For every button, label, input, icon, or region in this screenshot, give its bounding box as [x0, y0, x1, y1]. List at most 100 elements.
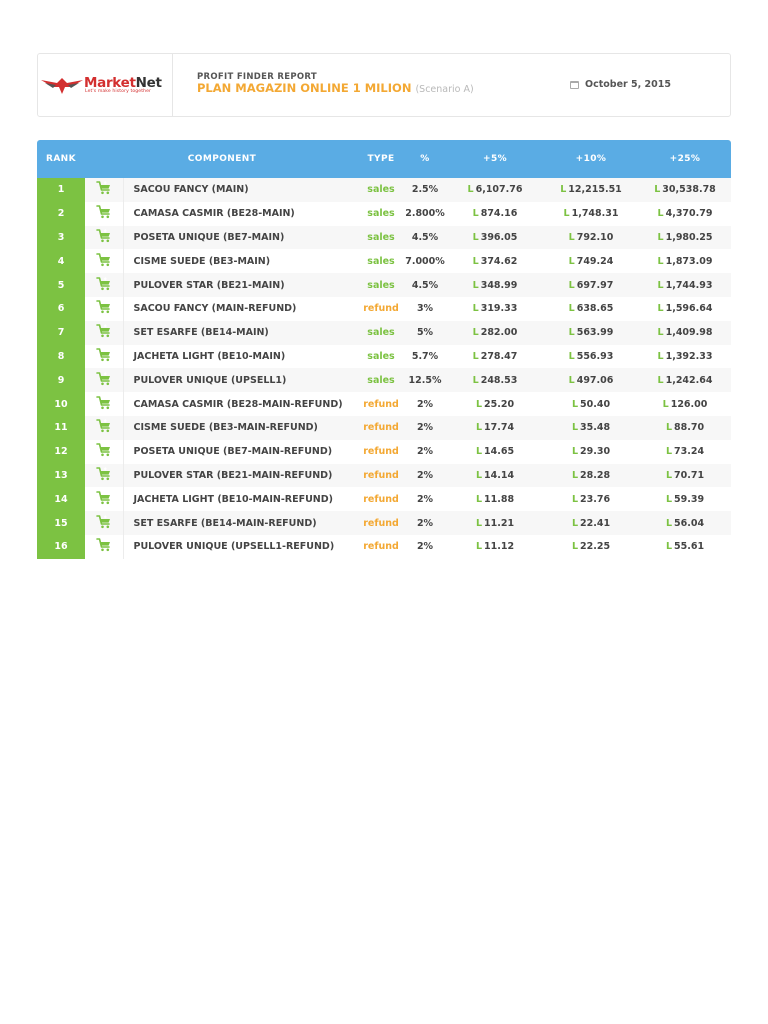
- plus5-cell: L 17.74: [447, 415, 544, 440]
- table-row: 13 PULOVER STAR (BE21-MAIN-REFUND) refund 2…: [37, 463, 732, 488]
- plus10-value: 29.30: [580, 446, 611, 458]
- cart-add-icon[interactable]: [85, 273, 124, 297]
- table-header-row: RANK COMPONENT TYPE % +5% +10% +25%: [37, 140, 732, 178]
- percent-cell: 2.800%: [403, 201, 448, 226]
- plus10-cell: L 28.28: [543, 463, 640, 488]
- currency-symbol: L: [657, 303, 664, 315]
- plus25-cell: L 56.04: [639, 511, 732, 535]
- plus10-cell: L 556.93: [543, 344, 640, 369]
- plus10-cell: L 563.99: [543, 320, 640, 345]
- plus5-value: 874.16: [480, 208, 518, 220]
- currency-symbol: L: [568, 303, 575, 315]
- cart-add-icon[interactable]: [85, 511, 124, 535]
- currency-symbol: L: [571, 422, 579, 434]
- currency-symbol: L: [571, 541, 579, 553]
- table-row: 10 CAMASA CASMIR (BE28-MAIN-REFUND) refund…: [37, 392, 732, 416]
- component-cell: PULOVER UNIQUE (UPSELL1): [123, 368, 360, 393]
- type-cell: sales: [359, 178, 404, 202]
- currency-symbol: L: [472, 208, 479, 220]
- type-cell: sales: [359, 201, 404, 226]
- currency-symbol: L: [472, 327, 479, 339]
- cart-add-icon[interactable]: [85, 534, 124, 559]
- eagle-logo-icon: [41, 78, 83, 94]
- currency-symbol: L: [475, 446, 483, 458]
- plus10-value: 35.48: [580, 422, 611, 434]
- cart-add-icon[interactable]: [85, 415, 124, 440]
- cart-add-icon[interactable]: [85, 344, 124, 369]
- report-date-text: October 5, 2015: [585, 79, 671, 90]
- plus5-cell: L 396.05: [447, 225, 544, 250]
- currency-symbol: L: [571, 493, 579, 505]
- plus25-cell: L 70.71: [639, 463, 732, 488]
- rank-cell: 6: [37, 296, 85, 321]
- plus5-cell: L 11.88: [447, 487, 544, 512]
- table-row: 9 PULOVER UNIQUE (UPSELL1) sales 12.5% L 248.…: [37, 368, 732, 393]
- plus10-value: 12,215.51: [568, 184, 622, 196]
- plus25-value: 126.00: [670, 398, 708, 410]
- rank-cell: 13: [37, 463, 85, 488]
- currency-symbol: L: [472, 255, 479, 267]
- component-cell: PULOVER STAR (BE21-MAIN-REFUND): [123, 463, 360, 488]
- logo-tagline: Let's make history together: [85, 89, 152, 94]
- table-row: 8 JACHETA LIGHT (BE10-MAIN) sales 5.7% L 278.…: [37, 344, 732, 369]
- component-cell: SET ESARFE (BE14-MAIN): [123, 320, 360, 345]
- currency-symbol: L: [665, 469, 673, 481]
- type-cell: refund: [359, 392, 404, 416]
- table-body: 1 SACOU FANCY (MAIN) sales 2.5% L 6,107.76 L 12…: [37, 178, 732, 559]
- rank-cell: 16: [37, 534, 85, 559]
- logo: MarketNet Let's make history together: [38, 54, 173, 116]
- currency-symbol: L: [560, 184, 567, 196]
- currency-symbol: L: [472, 303, 479, 315]
- component-cell: SACOU FANCY (MAIN-REFUND): [123, 296, 360, 321]
- plus10-value: 1,748.31: [571, 208, 619, 220]
- table-row: 15 SET ESARFE (BE14-MAIN-REFUND) refund 2% L…: [37, 511, 732, 535]
- plus25-value: 1,596.64: [665, 303, 713, 315]
- plus10-value: 749.24: [576, 255, 614, 267]
- plus10-value: 563.99: [576, 327, 614, 339]
- cart-add-icon[interactable]: [85, 249, 124, 274]
- logo-wordmark: MarketNet: [84, 75, 162, 91]
- plus10-cell: L 749.24: [543, 249, 640, 274]
- cart-add-icon[interactable]: [85, 439, 124, 464]
- column-header-rank: RANK: [37, 140, 85, 178]
- cart-add-icon[interactable]: [85, 201, 124, 226]
- component-cell: CAMASA CASMIR (BE28-MAIN): [123, 201, 360, 226]
- plus10-cell: L 1,748.31: [543, 201, 640, 226]
- type-cell: refund: [359, 415, 404, 440]
- plus25-cell: L 1,409.98: [639, 320, 732, 345]
- cart-add-icon[interactable]: [85, 487, 124, 512]
- table-row: 3 POSETA UNIQUE (BE7-MAIN) sales 4.5% L 396.0…: [37, 225, 732, 250]
- column-header-plus25: +25%: [639, 140, 732, 178]
- plus25-value: 1,392.33: [665, 350, 713, 362]
- plus10-cell: L 792.10: [543, 225, 640, 250]
- cart-add-icon[interactable]: [85, 320, 124, 345]
- cart-add-icon[interactable]: [85, 368, 124, 393]
- currency-symbol: L: [571, 517, 579, 529]
- cart-add-icon[interactable]: [85, 178, 124, 202]
- currency-symbol: L: [657, 279, 664, 291]
- currency-symbol: L: [665, 517, 673, 529]
- plus25-cell: L 126.00: [639, 392, 732, 416]
- plus5-value: 278.47: [480, 350, 518, 362]
- plus10-cell: L 35.48: [543, 415, 640, 440]
- component-cell: PULOVER UNIQUE (UPSELL1-REFUND): [123, 534, 360, 559]
- rank-cell: 11: [37, 415, 85, 440]
- currency-symbol: L: [475, 422, 483, 434]
- cart-add-icon[interactable]: [85, 392, 124, 416]
- plus25-value: 1,242.64: [665, 374, 713, 386]
- calendar-icon: [570, 80, 579, 89]
- cart-add-icon[interactable]: [85, 463, 124, 488]
- plus5-value: 14.14: [484, 469, 515, 481]
- plus25-cell: L 30,538.78: [639, 178, 732, 202]
- table-row: 16 PULOVER UNIQUE (UPSELL1-REFUND) refund 2…: [37, 534, 732, 559]
- plus10-value: 22.41: [580, 517, 611, 529]
- type-cell: sales: [359, 225, 404, 250]
- plus5-value: 319.33: [480, 303, 518, 315]
- table-row: 12 POSETA UNIQUE (BE7-MAIN-REFUND) refund 2…: [37, 439, 732, 464]
- currency-symbol: L: [654, 184, 661, 196]
- cart-add-icon[interactable]: [85, 296, 124, 321]
- type-cell: sales: [359, 320, 404, 345]
- cart-add-icon[interactable]: [85, 225, 124, 250]
- plus25-value: 59.39: [674, 493, 705, 505]
- plus25-cell: L 55.61: [639, 534, 732, 559]
